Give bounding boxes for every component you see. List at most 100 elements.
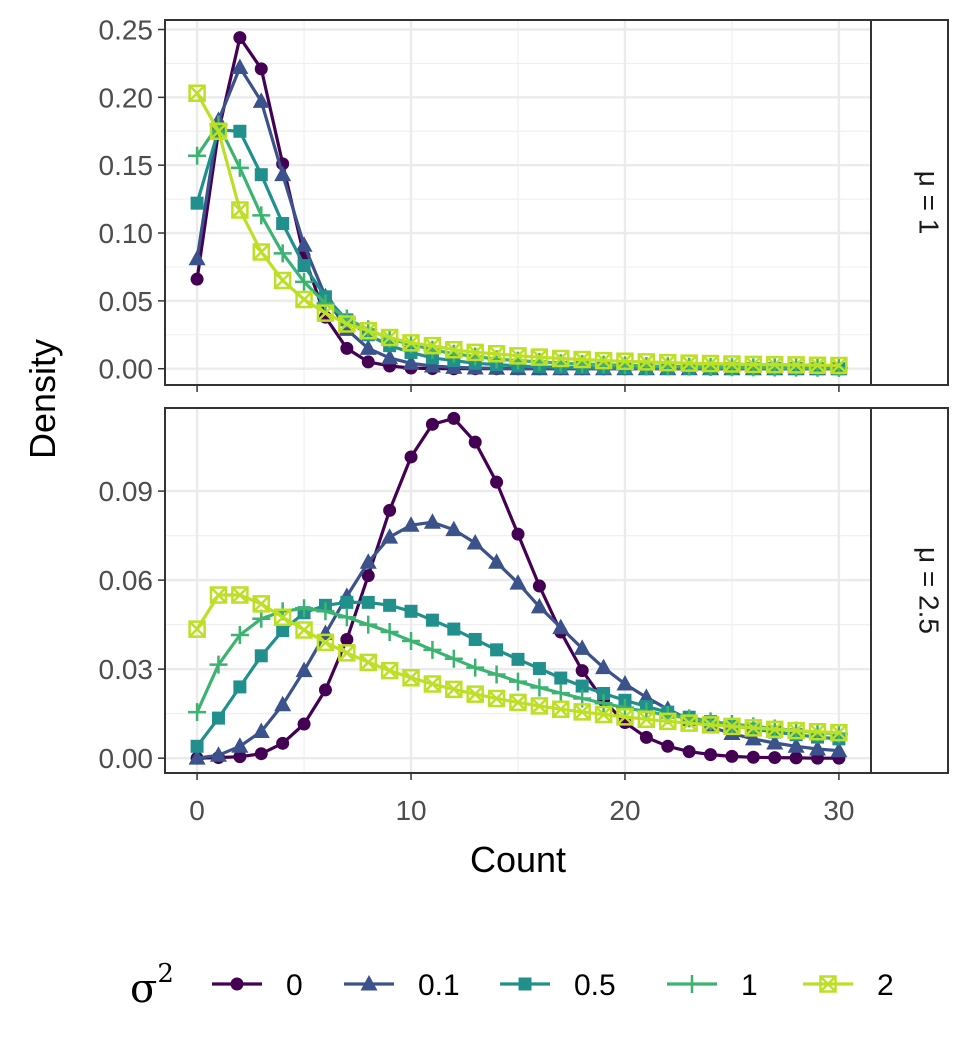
x-tick-label: 20 [609,795,640,826]
data-point [318,683,332,697]
data-point [233,124,247,138]
data-point [616,352,634,371]
data-point [615,356,634,375]
data-point [466,534,484,550]
data-point [704,748,718,762]
data-point [466,685,484,703]
data-point [765,358,784,377]
data-point [252,595,271,613]
legend-label: 0.5 [574,969,616,1002]
data-point [509,347,527,365]
data-point [359,339,377,355]
data-point [380,661,399,680]
data-point [252,243,271,261]
data-point [402,631,421,650]
panel-1: 0.00 0.05 0.10 0.15 0.20 0.25 μ = 1 [99,14,949,392]
data-point [188,146,207,165]
legend-item-0.5: 0.5 [500,969,616,1002]
data-point [637,710,656,729]
data-point [230,626,249,645]
x-tick-labels: 0 10 20 30 [189,795,854,826]
legend-title: σ2 [130,959,174,1012]
data-point [789,751,803,765]
data-point [254,649,268,663]
data-point [509,693,527,712]
data-point [252,609,271,628]
strip-label: μ = 1 [914,171,945,235]
data-point [295,290,313,309]
data-point [423,336,442,355]
data-point [637,688,655,704]
y-tick-label: 0.25 [99,14,154,45]
data-point [573,639,591,655]
data-point [404,604,418,618]
data-point [402,334,420,352]
data-point [659,712,677,731]
data-point [701,716,720,734]
data-point [487,345,506,363]
facet-strip: μ = 1 [870,19,949,386]
data-point [701,712,720,731]
data-point [423,513,441,529]
data-point [661,739,675,753]
data-point [680,357,699,376]
data-point [554,671,568,685]
data-point [230,158,249,177]
legend-key-marker [683,975,701,993]
legend-key-marker [230,977,244,991]
data-point [487,665,506,684]
data-point [231,586,249,604]
data-point [552,618,570,635]
data-point [276,217,290,231]
data-point [765,720,784,739]
data-point [768,751,782,765]
data-point [295,661,313,678]
data-point [338,644,356,662]
data-point [809,739,827,756]
data-point [725,749,739,763]
data-point [594,355,613,374]
data-point [233,750,247,764]
y-tick-label: 0.09 [99,476,154,507]
data-point [252,206,271,225]
y-tick-label: 0.10 [99,218,154,249]
data-point [423,640,442,659]
data-point [682,745,696,759]
strip-label: μ = 2.5 [914,547,945,634]
data-point [680,354,698,372]
data-point [746,750,760,764]
data-point [616,708,634,726]
x-axis-title: Count [470,839,566,880]
data-point [659,353,677,372]
strip-background [870,407,949,774]
data-point [231,58,249,74]
data-point [595,658,613,675]
data-point [273,608,292,626]
data-point [490,643,504,657]
y-axis-title: Density [22,339,63,459]
data-point [381,348,399,365]
data-point [252,92,270,108]
legend-item-0.1: 0.1 [344,969,460,1002]
data-point [359,321,377,340]
data-point [532,662,546,676]
data-point [552,700,570,718]
data-point [466,658,485,677]
data-point [338,315,356,333]
data-point [787,737,805,753]
data-point [766,734,784,750]
data-point [361,569,375,583]
data-point [723,355,741,373]
data-point [274,165,292,182]
data-point [359,553,377,569]
legend-key-marker [518,977,532,991]
data-point [466,347,485,366]
data-point [830,356,848,375]
data-point [190,739,204,753]
data-point [188,703,207,722]
data-point [787,356,805,374]
data-point [209,655,228,674]
data-point [383,503,397,517]
data-point [551,684,570,703]
legend-label: 0 [286,969,303,1002]
